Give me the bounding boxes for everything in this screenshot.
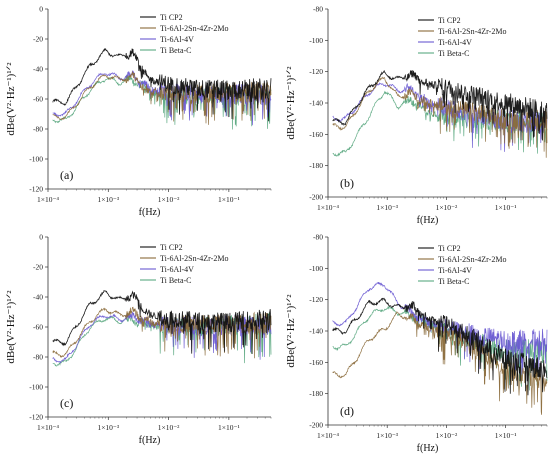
- x-tick-label: 1×10⁻³: [97, 423, 119, 432]
- y-tick-label: -100: [309, 264, 323, 273]
- series-line-ti-6al-2sn-4zr-2mo: [332, 76, 548, 158]
- x-tick-label: 1×10⁻³: [97, 195, 119, 204]
- x-tick-label: 1×10⁻⁴: [317, 203, 339, 212]
- y-tick-label: -100: [309, 36, 323, 45]
- panel-label: (c): [60, 396, 73, 410]
- x-axis-label: f(Hz): [139, 435, 161, 446]
- legend-entry: Ti Beta-C: [160, 46, 192, 55]
- y-tick-label: -120: [29, 185, 43, 194]
- y-tick-label: 0: [39, 233, 43, 242]
- x-tick-label: 1×10⁻²: [158, 195, 180, 204]
- series-line-ti-cp2: [52, 290, 272, 355]
- y-tick-label: -80: [313, 5, 323, 14]
- y-tick-label: -140: [309, 99, 323, 108]
- series-line-ti-6al-2sn-4zr-2mo: [52, 306, 272, 359]
- legend-entry: Ti-6Al-2Sn-4Zr-2Mo: [160, 254, 228, 263]
- legend-entry: Ti CP2: [438, 16, 461, 25]
- panel-label: (d): [340, 404, 354, 418]
- y-tick-label: -140: [309, 327, 323, 336]
- y-tick-label: -160: [309, 130, 323, 139]
- y-tick-label: -120: [309, 67, 323, 76]
- y-tick-label: -60: [33, 323, 43, 332]
- y-axis-label: dBe(V²·Hz⁻¹)¹ᐟ²: [285, 66, 297, 140]
- x-axis-label: f(Hz): [417, 443, 439, 454]
- x-tick-label: 1×10⁻³: [376, 431, 398, 440]
- y-axis-label: dBe(V²·Hz⁻¹)¹ᐟ²: [5, 62, 17, 136]
- y-tick-label: -180: [309, 389, 323, 398]
- legend-entry: Ti Beta-C: [160, 276, 192, 285]
- y-tick-label: -100: [29, 383, 43, 392]
- legend-entry: Ti-6Al-2Sn-4Zr-2Mo: [438, 27, 506, 36]
- y-tick-label: -80: [33, 125, 43, 134]
- series-line-ti-cp2: [332, 297, 548, 396]
- legend-entry: Ti Beta-C: [438, 277, 470, 286]
- x-tick-label: 1×10⁻³: [376, 203, 398, 212]
- legend: Ti CP2 Ti-6Al-2Sn-4Zr-2Mo Ti-6Al-4V Ti Beta…: [140, 243, 228, 285]
- y-tick-label: -60: [33, 95, 43, 104]
- series-line-ti-6al-2sn-4zr-2mo: [332, 311, 548, 415]
- x-tick-label: 1×10⁻¹: [218, 423, 240, 432]
- y-tick-label: -120: [29, 413, 43, 422]
- legend-entry: Ti-6Al-4V: [160, 35, 194, 44]
- x-tick-label: 1×10⁻⁴: [37, 195, 59, 204]
- y-tick-label: -200: [309, 421, 323, 430]
- y-axis-label: dBe(V²·Hz⁻¹)¹ᐟ²: [285, 294, 297, 368]
- y-tick-label: -40: [33, 65, 43, 74]
- y-tick-label: -40: [33, 293, 43, 302]
- y-tick-label: -20: [33, 263, 43, 272]
- legend-entry: Ti CP2: [160, 243, 183, 252]
- y-tick-label: -20: [33, 35, 43, 44]
- x-tick-label: 1×10⁻¹: [218, 195, 240, 204]
- y-tick-label: -200: [309, 193, 323, 202]
- y-tick-label: -160: [309, 358, 323, 367]
- y-tick-label: -100: [29, 155, 43, 164]
- legend-entry: Ti Beta-C: [438, 49, 470, 58]
- legend: Ti CP2 Ti-6Al-2Sn-4Zr-2Mo Ti-6Al-4V Ti Beta…: [418, 244, 506, 286]
- x-tick-label: 1×10⁻⁴: [37, 423, 59, 432]
- legend-entry: Ti-6Al-4V: [438, 38, 472, 47]
- y-tick-label: 0: [39, 5, 43, 14]
- x-tick-label: 1×10⁻¹: [495, 431, 517, 440]
- y-tick-label: -180: [309, 161, 323, 170]
- y-tick-label: -80: [313, 233, 323, 242]
- x-tick-label: 1×10⁻²: [436, 431, 458, 440]
- x-tick-label: 1×10⁻¹: [495, 203, 517, 212]
- legend-entry: Ti-6Al-4V: [438, 266, 472, 275]
- panel-label: (b): [340, 176, 354, 190]
- legend: Ti CP2 Ti-6Al-2Sn-4Zr-2Mo Ti-6Al-4V Ti Beta…: [418, 16, 506, 58]
- x-axis-label: f(Hz): [139, 207, 161, 218]
- x-tick-label: 1×10⁻⁴: [317, 431, 339, 440]
- x-axis-label: f(Hz): [417, 215, 439, 226]
- legend-entry: Ti-6Al-2Sn-4Zr-2Mo: [160, 24, 228, 33]
- x-tick-label: 1×10⁻²: [436, 203, 458, 212]
- legend-entry: Ti-6Al-2Sn-4Zr-2Mo: [438, 255, 506, 264]
- y-axis-label: dBe(V²·Hz⁻¹)¹ᐟ²: [5, 290, 17, 364]
- legend-entry: Ti-6Al-4V: [160, 265, 194, 274]
- series-line-ti-cp2: [332, 69, 548, 141]
- legend-entry: Ti CP2: [160, 13, 183, 22]
- series-line-ti-cp2: [52, 48, 272, 122]
- legend: Ti CP2 Ti-6Al-2Sn-4Zr-2Mo Ti-6Al-4V Ti Beta…: [140, 13, 228, 55]
- legend-entry: Ti CP2: [438, 244, 461, 253]
- y-tick-label: -120: [309, 295, 323, 304]
- y-tick-label: -80: [33, 353, 43, 362]
- panel-label: (a): [60, 168, 73, 182]
- x-tick-label: 1×10⁻²: [158, 423, 180, 432]
